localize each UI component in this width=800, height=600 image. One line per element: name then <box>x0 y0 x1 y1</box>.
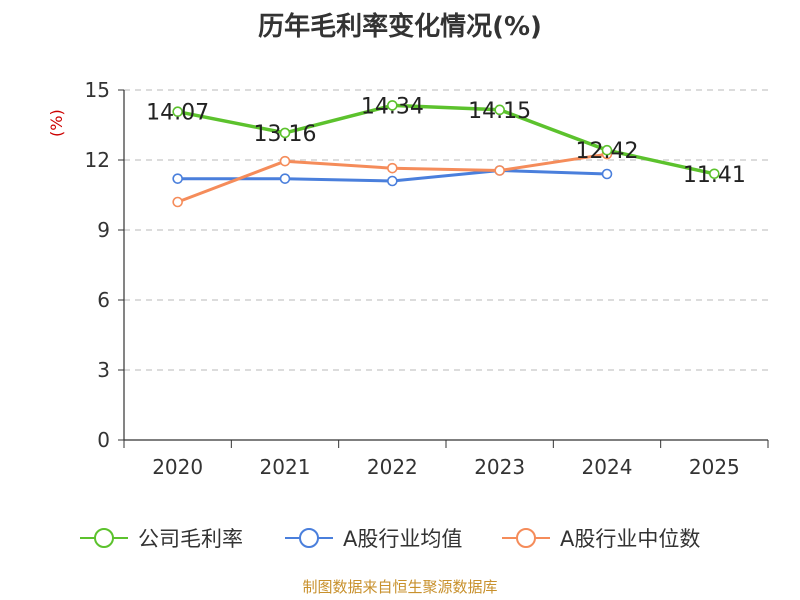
series-point <box>601 144 613 156</box>
x-tick-label: 2024 <box>582 455 633 479</box>
series-point <box>279 155 291 167</box>
legend-marker-company <box>80 528 128 548</box>
x-tick-label: 2025 <box>689 455 740 479</box>
data-label: 14.15 <box>468 99 531 124</box>
legend-item-industry-mean: A股行业均值 <box>285 520 462 556</box>
legend-marker-industry-mean <box>285 528 333 548</box>
series-point <box>709 168 720 180</box>
legend-item-industry-median: A股行业中位数 <box>502 520 700 556</box>
y-tick-label: 3 <box>97 358 110 382</box>
series-point <box>494 104 505 116</box>
y-tick-label: 6 <box>97 288 110 312</box>
source-note: 制图数据来自恒生聚源数据库 <box>302 578 498 596</box>
legend: 公司毛利率 A股行业均值 A股行业中位数 <box>0 520 800 556</box>
series-line <box>177 103 715 176</box>
data-label: 14.07 <box>146 101 209 126</box>
series-point <box>494 165 505 176</box>
legend-marker-industry-median <box>502 528 550 548</box>
legend-item-company: 公司毛利率 <box>80 520 243 556</box>
data-label: 13.16 <box>254 122 317 147</box>
x-tick-label: 2020 <box>152 455 203 479</box>
series-point <box>279 127 291 139</box>
series-point <box>387 175 398 187</box>
series-point <box>387 162 398 174</box>
line-chart: 0 3 6 9 12 15 2020 2021 2022 2023 2024 2025 14.07 13.… <box>85 78 769 479</box>
data-label: 12.42 <box>576 139 639 164</box>
x-tick-label: 2021 <box>260 455 311 479</box>
series-point <box>172 106 183 117</box>
series-point <box>172 196 183 208</box>
y-tick-label: 12 <box>85 148 110 172</box>
y-tick-label: 0 <box>97 428 110 452</box>
x-tick-label: 2022 <box>367 455 418 479</box>
legend-label-industry-mean: A股行业均值 <box>343 527 463 551</box>
y-tick-label: 15 <box>85 78 110 102</box>
chart-title: 历年毛利率变化情况(%) <box>258 12 542 42</box>
data-label: 14.34 <box>361 94 424 119</box>
series-point <box>601 168 613 180</box>
legend-label-industry-median: A股行业中位数 <box>560 527 701 551</box>
series-point <box>387 100 398 111</box>
series-point <box>279 173 291 184</box>
legend-label-company: 公司毛利率 <box>138 527 243 551</box>
series-point <box>172 173 183 184</box>
data-label: 11.41 <box>683 163 746 188</box>
x-tick-label: 2023 <box>474 455 525 479</box>
y-tick-label: 9 <box>97 218 110 242</box>
